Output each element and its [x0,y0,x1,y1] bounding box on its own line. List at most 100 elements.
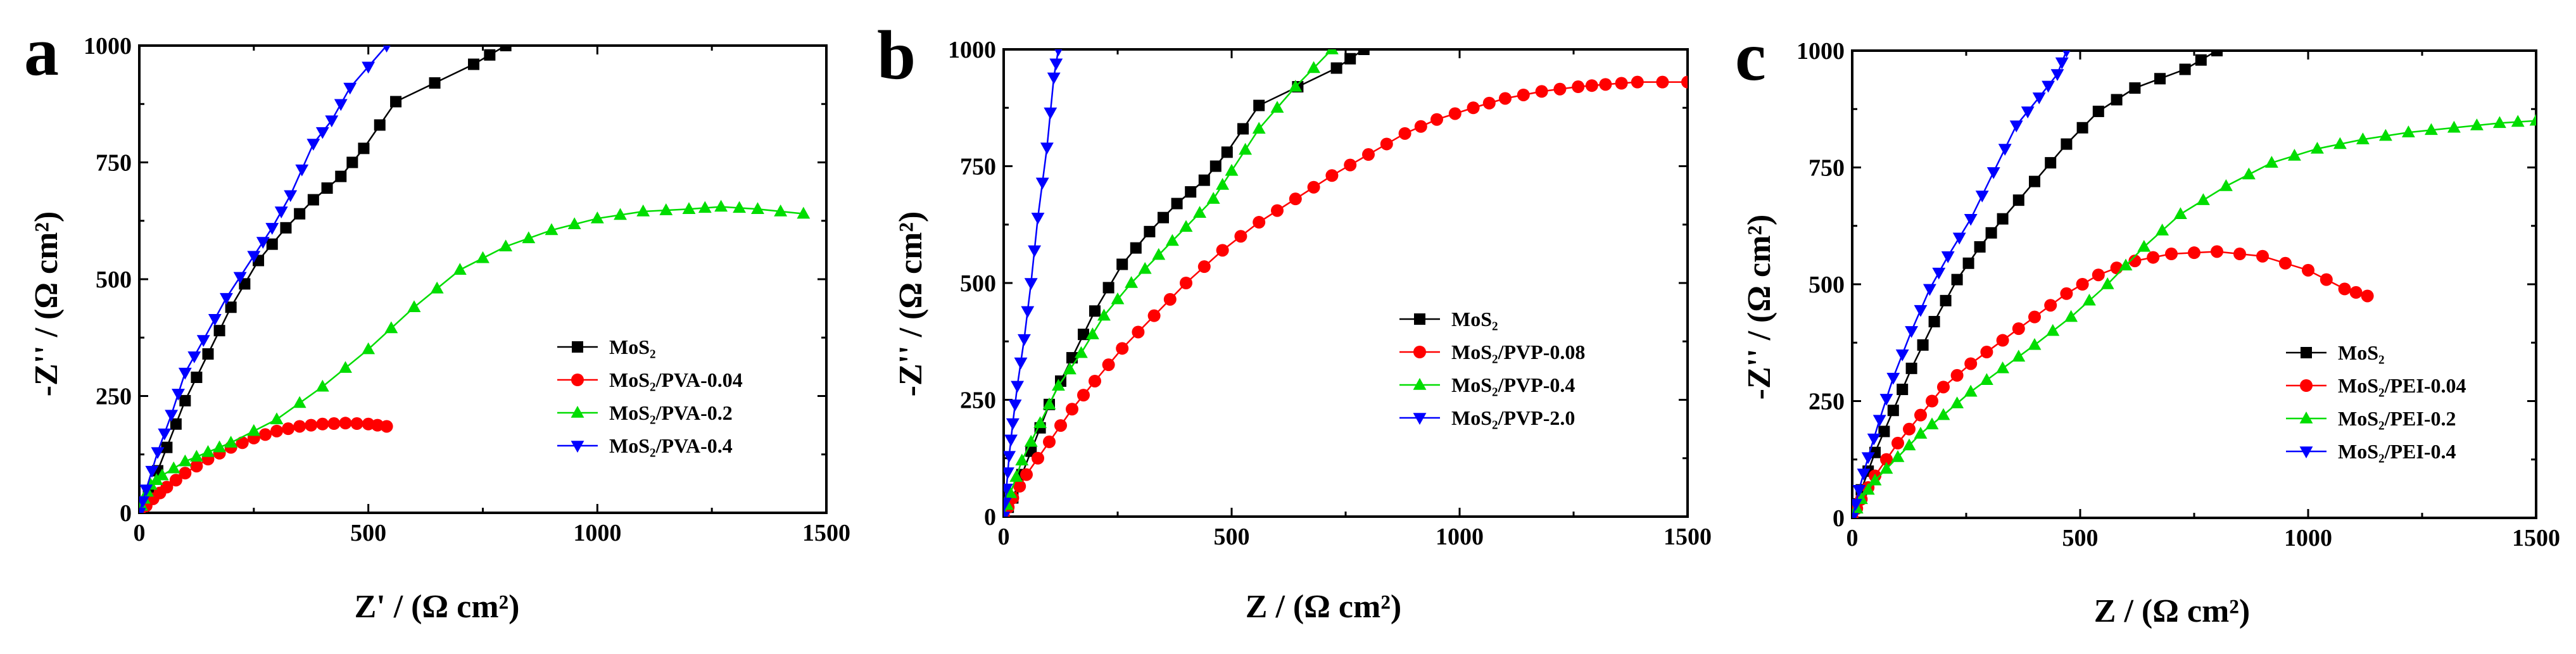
data-point [2338,282,2351,296]
data-point [2076,278,2089,291]
data-point [2147,251,2160,264]
chart-panel-c: 0 500 1000 1500 0 250 500 750 1000 MoS₂ MoS₂/PEI-0… [1735,18,2560,629]
data-point [1004,512,1011,517]
data-point [429,77,441,89]
data-point [1895,349,1909,362]
data-point [1656,75,1669,89]
data-point [1951,274,1963,286]
data-point [1020,468,1033,481]
y-tick-label: 0 [120,500,132,527]
data-point [1936,408,1950,420]
legend-entry-label: MoS₂ [2338,341,2385,364]
data-point [1014,357,1028,370]
data-point [374,119,386,131]
data-point [1572,80,1585,94]
data-point [1980,346,1993,359]
data-point [1102,282,1114,294]
data-point [2021,106,2035,118]
data-point [1270,101,1284,113]
data-point [2424,123,2438,135]
data-point [2029,175,2040,187]
x-tick-label: 1500 [1664,524,1712,550]
data-point [2012,194,2024,206]
data-point [1996,361,2010,374]
data-point [247,251,261,263]
data-point [1517,88,1530,101]
data-point [1914,305,1928,317]
data-point [2092,105,2104,117]
data-point [1950,368,1964,382]
data-point [1044,107,1058,120]
data-point [2529,113,2536,126]
data-point [1917,339,1929,351]
x-tick-label: 500 [1214,524,1250,550]
data-point [1085,327,1099,339]
y-tick-label: 0 [984,504,996,531]
data-point [2032,92,2046,104]
legend-entry-label: MoS₂/PVA-0.2 [609,401,733,424]
data-point [468,58,480,70]
legend-marker [571,406,584,418]
data-point [1925,417,1939,430]
data-point [797,206,811,219]
data-point [1179,220,1193,232]
legend-marker [2299,412,2313,424]
data-point [362,342,376,355]
data-point [358,142,370,154]
data-point [1307,61,1321,73]
data-point [499,239,513,252]
x-tick-label: 1000 [573,520,621,546]
legend-entry-label: MoS₂/PVA-0.04 [609,368,743,391]
data-point [1066,403,1078,416]
data-point [1089,305,1101,317]
data-point [1964,213,1978,226]
data-point [1681,75,1688,89]
data-point [1216,178,1230,190]
data-point [1330,62,1342,74]
data-point [1950,396,1964,408]
x-tick-label: 500 [2062,525,2099,551]
data-point [1004,451,1016,463]
legend-marker [571,374,584,386]
data-point [1271,204,1284,217]
data-point [1206,192,1220,204]
data-point [1216,244,1229,257]
data-point [1054,419,1067,432]
data-point [2028,337,2042,350]
data-point [2012,322,2025,336]
data-point [1051,379,1065,391]
data-point [179,467,192,480]
data-point [1180,277,1192,289]
data-point [1482,96,1496,110]
data-point [1193,206,1207,218]
data-point [384,321,398,334]
data-point [1325,169,1339,182]
data-point [178,454,192,467]
data-point [306,139,320,151]
data-point [1861,452,1875,465]
data-point [315,379,329,392]
data-point [1008,399,1022,412]
data-point [1852,499,1862,511]
data-point [160,481,174,494]
data-point [2044,299,2057,312]
x-tick-label: 0 [1847,525,1859,551]
data-point [1111,292,1125,305]
data-point [2179,63,2191,75]
data-point [1035,177,1049,190]
data-point [1198,174,1210,186]
data-point [1344,158,1357,172]
legend-entry-label: MoS₂/PEI-0.4 [2338,440,2456,463]
data-point [2511,115,2525,127]
data-point [1631,75,1644,89]
x-tick-label: 1500 [802,520,850,546]
legend-entry-label: MoS₂/PEI-0.04 [2338,374,2466,397]
data-point [172,389,185,401]
data-point [1880,453,1893,466]
data-point [169,474,182,487]
data-point [1028,245,1042,258]
data-point [1138,261,1152,274]
data-point [213,440,227,453]
data-point [1024,434,1038,447]
data-point [1923,284,1936,296]
